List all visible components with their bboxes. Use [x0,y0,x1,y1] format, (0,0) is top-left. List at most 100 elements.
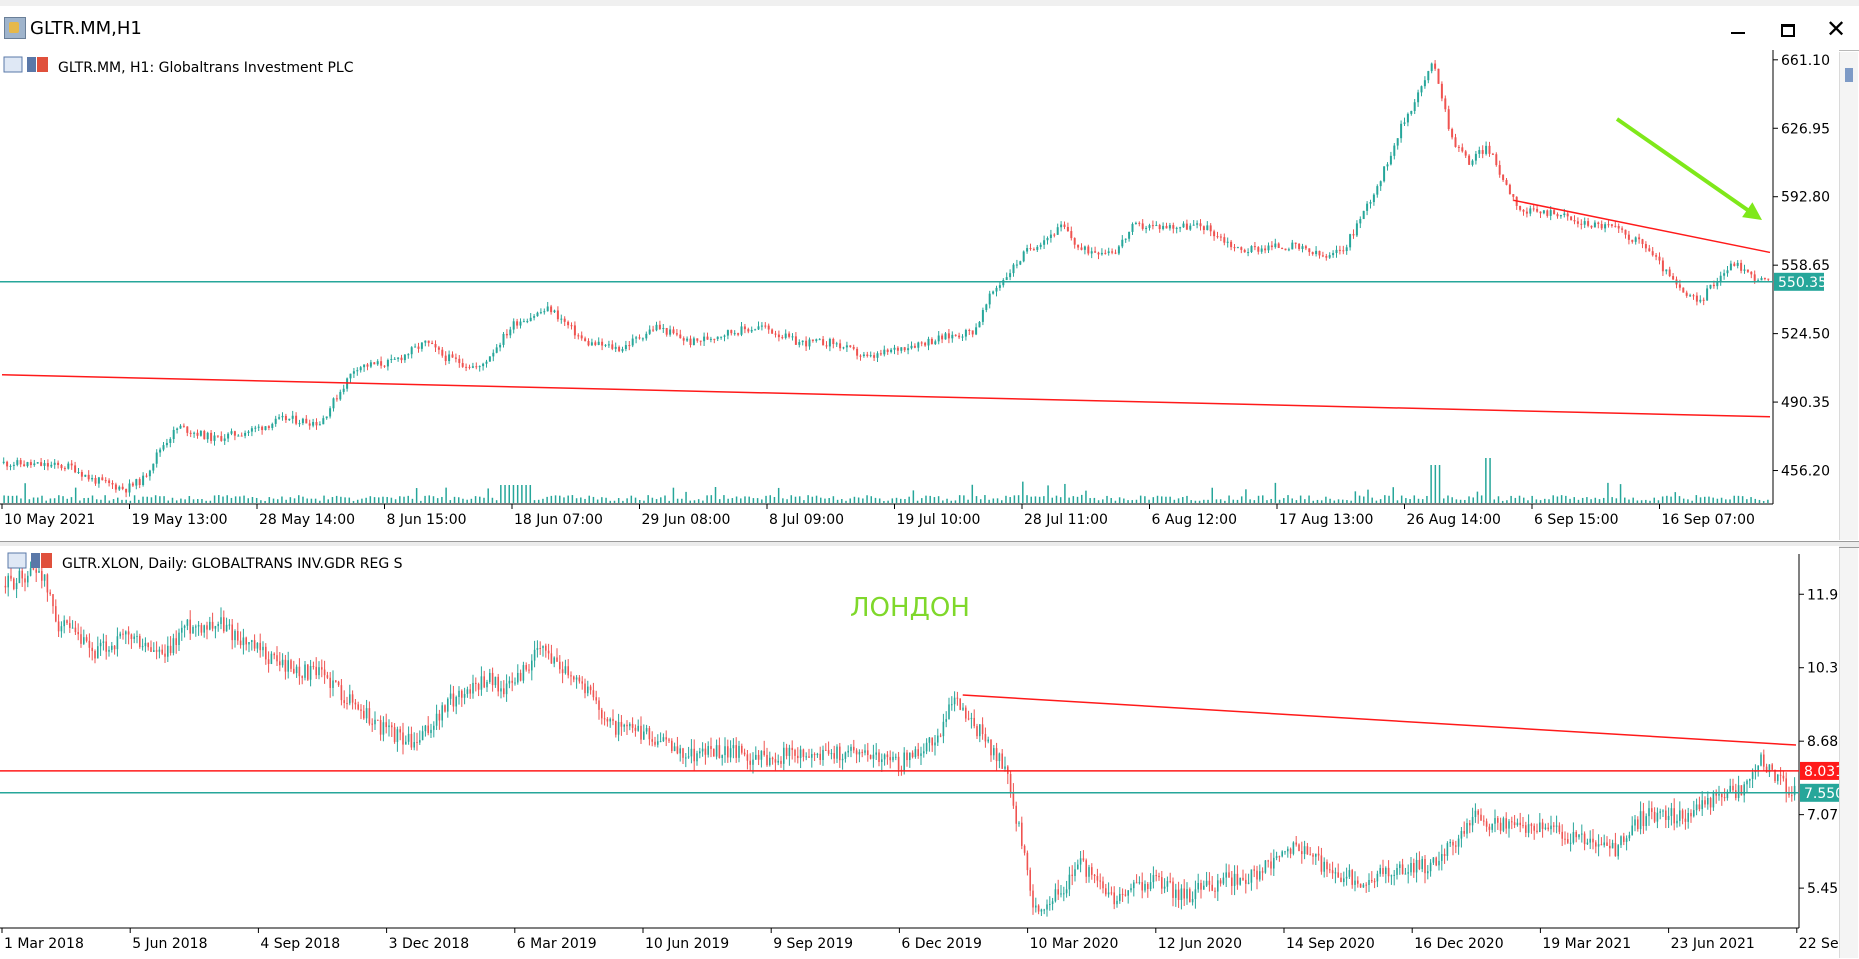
candle-body [284,659,287,672]
candle-body [451,354,454,358]
window-titlebar[interactable]: GLTR.MM,H1 ✕ [0,6,1859,51]
candle-body [1298,243,1301,249]
candle-body [256,642,259,649]
candle-body [1326,861,1328,870]
top-side-scrollbar[interactable] [1839,52,1858,540]
candle-body [1165,225,1168,229]
candle-body [1637,819,1639,830]
candle-body [2,461,5,463]
candle-body [1099,880,1101,882]
candle-body [1791,795,1793,797]
candle-body [662,737,665,742]
candle-body [805,340,808,347]
time-label: 8 Jul 09:00 [769,512,844,528]
candle-body [1656,812,1659,822]
candle-body [1284,851,1286,853]
candle-body [1216,236,1219,238]
candle-body [724,746,726,756]
bottom-side-scrollbar[interactable] [1839,548,1858,958]
candle-body [1438,860,1440,866]
candle-body [354,702,357,705]
bottom-time-scale[interactable]: 1 Mar 2018 5 Jun 2018 4 Sep 2018 3 Dec 2018… [1,928,1839,952]
candle-body [1481,150,1484,154]
candle-body [604,344,607,346]
candle-body [1695,295,1698,302]
candle-body [578,677,581,682]
candle-body [1250,246,1253,253]
candle-body [46,463,49,467]
candle-body [1253,246,1256,248]
candle-body [1104,252,1107,254]
candle-body [628,345,631,347]
candle-body [1260,248,1263,252]
candle-body [1040,909,1043,912]
candle-body [1228,872,1230,878]
candle-body [852,346,855,349]
candle-body [1148,225,1151,228]
candle-body [1032,249,1035,251]
candle-body [1180,888,1183,900]
candle-body [1628,835,1631,839]
bottom-chart-panel[interactable]: GLTR.XLON, Daily: GLOBALTRANS INV.GDR RE… [0,546,1839,959]
current-price-badge: 7.550 [1804,786,1839,802]
candle-body [1318,250,1321,256]
candle-body [577,335,580,337]
candle-body [1037,905,1040,912]
candle-body [560,318,563,320]
close-button[interactable]: ✕ [1814,12,1858,46]
candle-body [1410,863,1412,873]
candle-body [403,354,406,361]
candle-body [167,645,169,657]
candle-body [581,681,583,684]
candle-body [1281,851,1283,857]
candle-body [492,352,495,357]
candle-body [1264,248,1267,251]
candle-body [321,667,323,670]
candle-body [1726,270,1729,274]
bottom-price-scale[interactable]: 11.915 10.300 8.685 7.070 5.455 8.031 7.550 [1799,587,1839,897]
candle-body [924,342,927,346]
candle-body [723,335,726,337]
candle-body [1415,859,1418,873]
candle-body [1681,810,1684,819]
candle-body [930,338,933,345]
candle-body [685,757,687,759]
candle-body [1417,92,1420,103]
top-price-scale[interactable]: 661.10 626.95 592.80 558.65 524.50 490.35 456.… [1773,53,1830,480]
candle-body [890,349,893,352]
candle-body [186,619,189,626]
candle-body [142,475,145,486]
maximize-button[interactable] [1766,12,1810,46]
bar-chart-icon [31,553,40,568]
candle-body [94,477,97,484]
candle-body [827,750,830,754]
candle-body [335,398,338,400]
candle-body [1690,812,1692,817]
candle-body [587,340,590,346]
candle-body [1485,145,1488,154]
candle-body [545,645,547,651]
top-time-scale[interactable]: 10 May 2021 19 May 13:00 28 May 14:00 8 Jun… [1,504,1755,528]
top-chart-panel[interactable]: GLTR.MM, H1: Globaltrans Investment PLC … [0,50,1839,541]
candle-body [808,339,811,347]
candle-body [139,635,141,648]
candle-body [293,668,295,674]
candle-body [618,346,621,352]
candle-body [1329,869,1331,871]
candle-body [288,418,291,421]
candle-body [1736,262,1739,266]
window-title: GLTR.MM,H1 [30,18,142,39]
candle-body [455,696,457,707]
candle-body [1576,221,1579,224]
candle-body [923,751,925,754]
minimize-button[interactable] [1716,12,1760,46]
candle-body [1581,833,1583,835]
candle-body [1015,805,1017,824]
candle-body [77,632,79,635]
candle-body [709,338,712,340]
candle-body [312,422,315,426]
candle-body [500,688,502,692]
candle-body [1323,861,1325,872]
candle-body [791,747,793,751]
candle-body [15,583,18,590]
